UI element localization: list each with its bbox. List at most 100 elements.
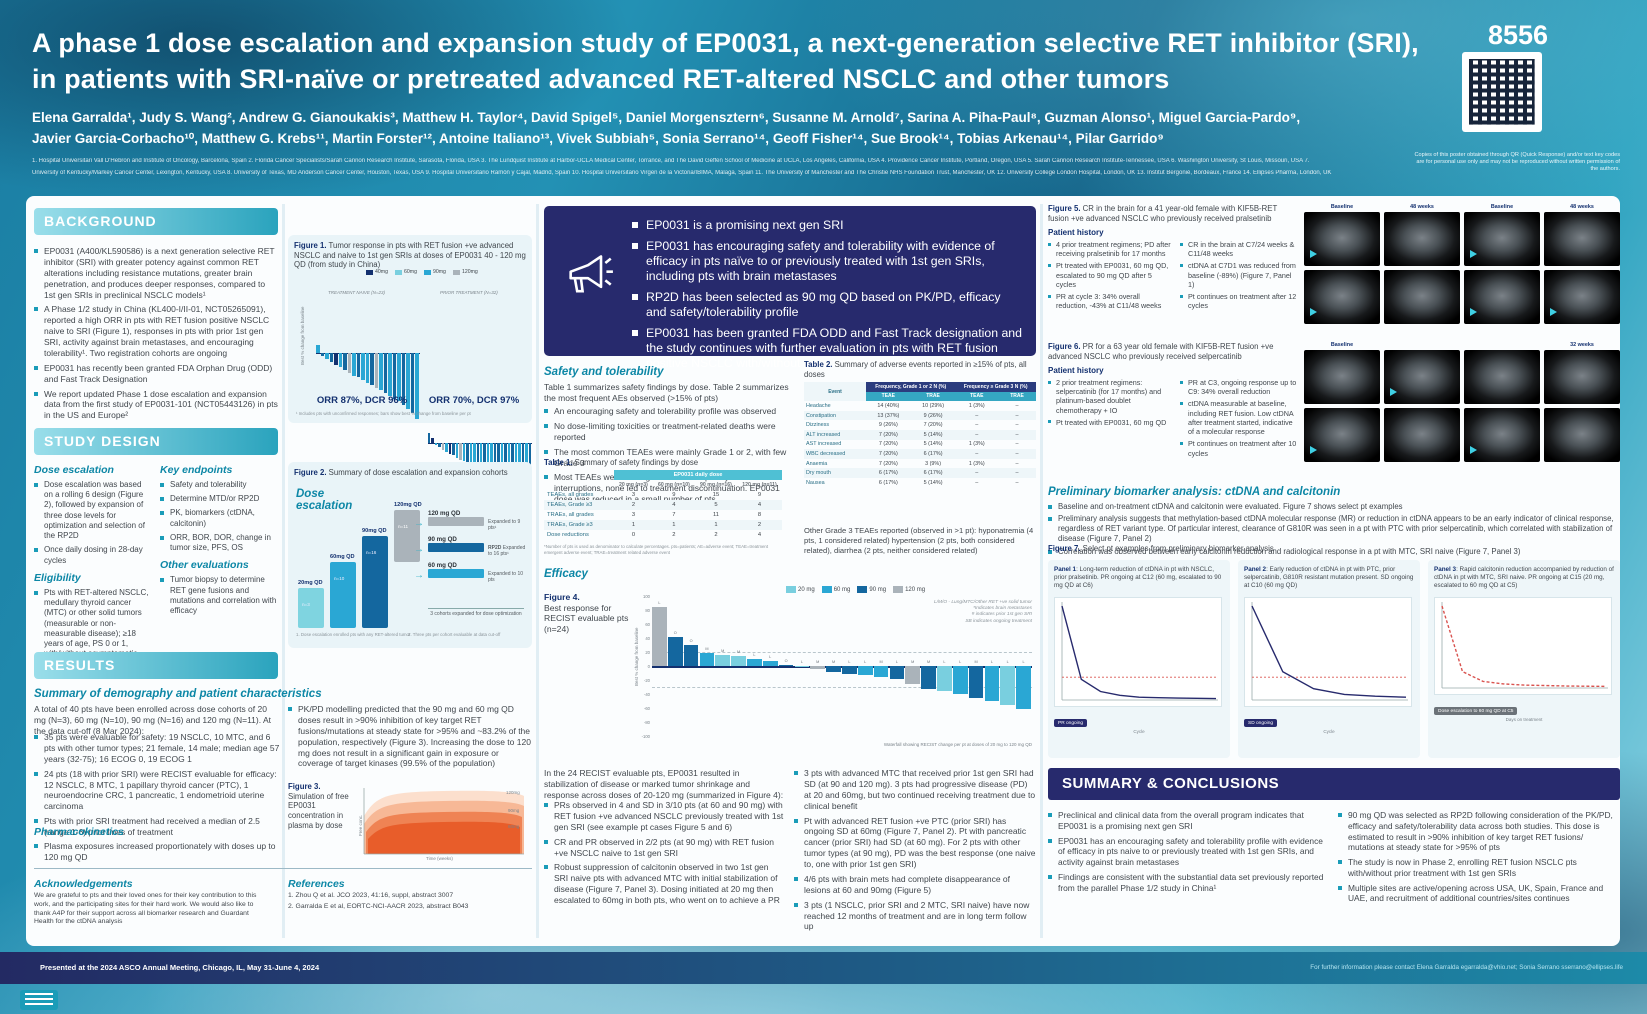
patient-history-bullet: Pt continues on treatment after 12 cycle… xyxy=(1180,292,1298,310)
mri-scan xyxy=(1304,212,1380,266)
safety-bullet: The most common TEAEs were mainly Grade … xyxy=(544,447,796,469)
patient-history-bullet: Pt continues on treatment after 10 cycle… xyxy=(1180,439,1298,458)
figure6-history-right: PR at C3, ongoing response up to C9: 34%… xyxy=(1180,378,1298,461)
footer-band: Presented at the 2024 ASCO Annual Meetin… xyxy=(0,952,1647,984)
waterfall-bar xyxy=(715,654,731,666)
arrow-icon: → xyxy=(414,570,424,581)
legend-item: 120mg xyxy=(452,269,478,275)
table1-caption-label: Table 1. xyxy=(544,458,573,467)
bar-label: L xyxy=(800,660,803,664)
table1-row: TRAEs, Grade ≥3 1 1 1 2 xyxy=(544,520,782,530)
figure6-history-left: 2 prior treatment regimens: selpercatini… xyxy=(1048,378,1172,430)
biomarker-bullets: Baseline and on-treatment ctDNA and calc… xyxy=(1048,502,1620,559)
waterfall-bar xyxy=(469,442,473,465)
dose-step-120: n=11 xyxy=(394,510,420,562)
waterfall-bar xyxy=(316,345,320,353)
key-finding-bullet: EP0031 has encouraging safety and tolera… xyxy=(632,239,1024,284)
waterfall-bar xyxy=(483,442,486,473)
main-panel: BACKGROUND EP0031 (A400/KL590586) is a n… xyxy=(26,196,1620,946)
waterfall-bar xyxy=(683,645,699,666)
figure6-scan-grid: Baseline 32 weeks xyxy=(1304,342,1620,462)
panel1-line-chart xyxy=(1054,596,1222,707)
waterfall-bar xyxy=(731,656,746,666)
waterfall-bar xyxy=(455,442,459,458)
efficacy-bullet: CR and PR observed in 2/2 pts (at 90 mg)… xyxy=(544,837,784,859)
waterfall-bar xyxy=(365,352,370,383)
figure3-series-label-120: 120mg xyxy=(506,790,520,795)
references-list: 1. Zhou Q et al. JCO 2023, 41:16, suppl,… xyxy=(288,892,528,914)
waterfall-bar xyxy=(937,666,952,692)
dose-step-60: n=10 xyxy=(330,562,356,628)
demography-bullet: 24 pts (18 with prior SRI) were RECIST e… xyxy=(34,769,280,813)
waterfall-bar xyxy=(401,352,406,406)
waterfall-bar xyxy=(473,442,476,467)
efficacy-bullet: 3 pts (1 NSCLC, prior SRI and 2 MTC, SRI… xyxy=(794,900,1036,933)
waterfall-bar xyxy=(434,442,438,445)
waterfall-bar xyxy=(343,352,347,371)
arrow-icon: → xyxy=(414,518,424,529)
bar-label: L xyxy=(1022,660,1025,664)
waterfall-bar xyxy=(445,442,448,453)
figure4-note: # indicates prior 1st gen SRI xyxy=(971,612,1032,618)
ct-scan xyxy=(1544,408,1620,462)
table2-row: Dry mouth 6 (17%) 6 (17%) – – xyxy=(804,468,1036,478)
patient-history-bullet: Pt treated with EP0031, 60 mg QD, escala… xyxy=(1048,261,1172,289)
scan-label xyxy=(1464,342,1540,348)
biomarker-heading: Preliminary biomarker analysis: ctDNA an… xyxy=(1048,486,1341,498)
figure3-caption-label: Figure 3. xyxy=(288,782,321,791)
divider xyxy=(34,868,532,869)
waterfall-bar xyxy=(388,352,392,396)
panel2-badge: SD ongoing xyxy=(1244,719,1278,728)
table2-sub-header: TRAE xyxy=(910,391,956,402)
table1-col-header: 20 mg (n=3) xyxy=(618,482,648,488)
panel3-xlabel: Days on treatment xyxy=(1505,716,1543,722)
table2-group2-header: Frequency ≥ Grade 3 N (%) xyxy=(955,382,1036,392)
table2-row: WBC decreased 7 (20%) 6 (17%) – – xyxy=(804,449,1036,459)
waterfall-bar xyxy=(448,442,452,454)
key-findings-bullets: EP0031 is a promising next gen SRI EP0031… xyxy=(632,218,1024,377)
figure4-waterfall: 100 80 60 40 20 0 -20 -40 -60 -80 -100 L O O M M M L L O L M M… xyxy=(642,594,1032,739)
figure3-series-label-90: 90mg xyxy=(508,808,520,813)
table1-wrap: EP0031 daily dose 20 mg (n=3) 60 mg (n=10… xyxy=(544,470,782,540)
step-label-120: 120mg QD xyxy=(394,502,422,508)
efficacy-bullet: Pt with advanced RET fusion +ve PTC (pri… xyxy=(794,816,1036,870)
step-label-20: 20mg QD xyxy=(298,580,323,586)
figure1-caption: Tumor response in pts with RET fusion +v… xyxy=(294,241,526,270)
y-axis-tick: -60 xyxy=(643,705,650,711)
ct-scan xyxy=(1304,350,1380,404)
efficacy-intro: In the 24 RECIST evaluable pts, EP0031 r… xyxy=(544,768,784,801)
safety-table: EP0031 daily dose 20 mg (n=3) 60 mg (n=10… xyxy=(544,470,782,540)
key-endpoint-bullet: ORR, BOR, DOR, change in tumor size, PFS… xyxy=(160,533,278,553)
summary-section-header: SUMMARY & CONCLUSIONS xyxy=(1048,768,1620,800)
waterfall-bar xyxy=(459,442,462,460)
bar-label: L xyxy=(864,660,867,664)
scan-label: 48 weeks xyxy=(1570,204,1594,210)
table1-col-headers: 20 mg (n=3) 60 mg (n=10) 90 mg (n=16) 120 m… xyxy=(544,480,782,490)
patient-history-bullet: ctDNA measurable at baseline, including … xyxy=(1180,399,1298,436)
expansion-rows: → 120 mg QD Expanded to 9 pts¹ → 90 mg Q… xyxy=(414,510,525,588)
key-endpoints-heading: Key endpoints xyxy=(160,464,233,476)
ct-scan xyxy=(1464,350,1540,404)
biomarker-bullet: Preliminary analysis suggests that methy… xyxy=(1048,514,1620,544)
mri-scan xyxy=(1464,270,1540,324)
expansion-row: → 120 mg QD Expanded to 9 pts¹ xyxy=(414,510,521,531)
waterfall-bar xyxy=(438,442,441,448)
step-label-90: 90mg QD xyxy=(362,528,387,534)
summary-bullet: Findings are consistent with the substan… xyxy=(1048,872,1326,894)
other-grade3-text: Other Grade 3 TEAEs reported (observed i… xyxy=(804,526,1034,555)
table1-col-header: 120 mg (n=11) xyxy=(742,482,777,488)
figure7-panel1: Panel 1: Long-term reduction of ctDNA in… xyxy=(1048,560,1230,758)
pk-bullet: Plasma exposures increased proportionate… xyxy=(34,841,280,863)
arrow-icon: → xyxy=(414,544,424,555)
y-axis-tick: -20 xyxy=(643,677,650,683)
expansion-bar xyxy=(428,543,484,552)
figure4-notes: L/M/O - Lung/MTC/Other RET +ve solid tum… xyxy=(856,600,1032,625)
waterfall-bar xyxy=(921,666,936,690)
scan-label: Baseline xyxy=(1330,342,1354,348)
ct-scan xyxy=(1304,408,1380,462)
bar-label: M xyxy=(721,648,725,653)
table1-col-header: 60 mg (n=10) xyxy=(657,482,690,488)
safety-bullet: No dose-limiting toxicities or treatment… xyxy=(544,421,796,443)
waterfall-bar xyxy=(652,606,667,666)
y-axis-tick: 100 xyxy=(643,593,650,599)
